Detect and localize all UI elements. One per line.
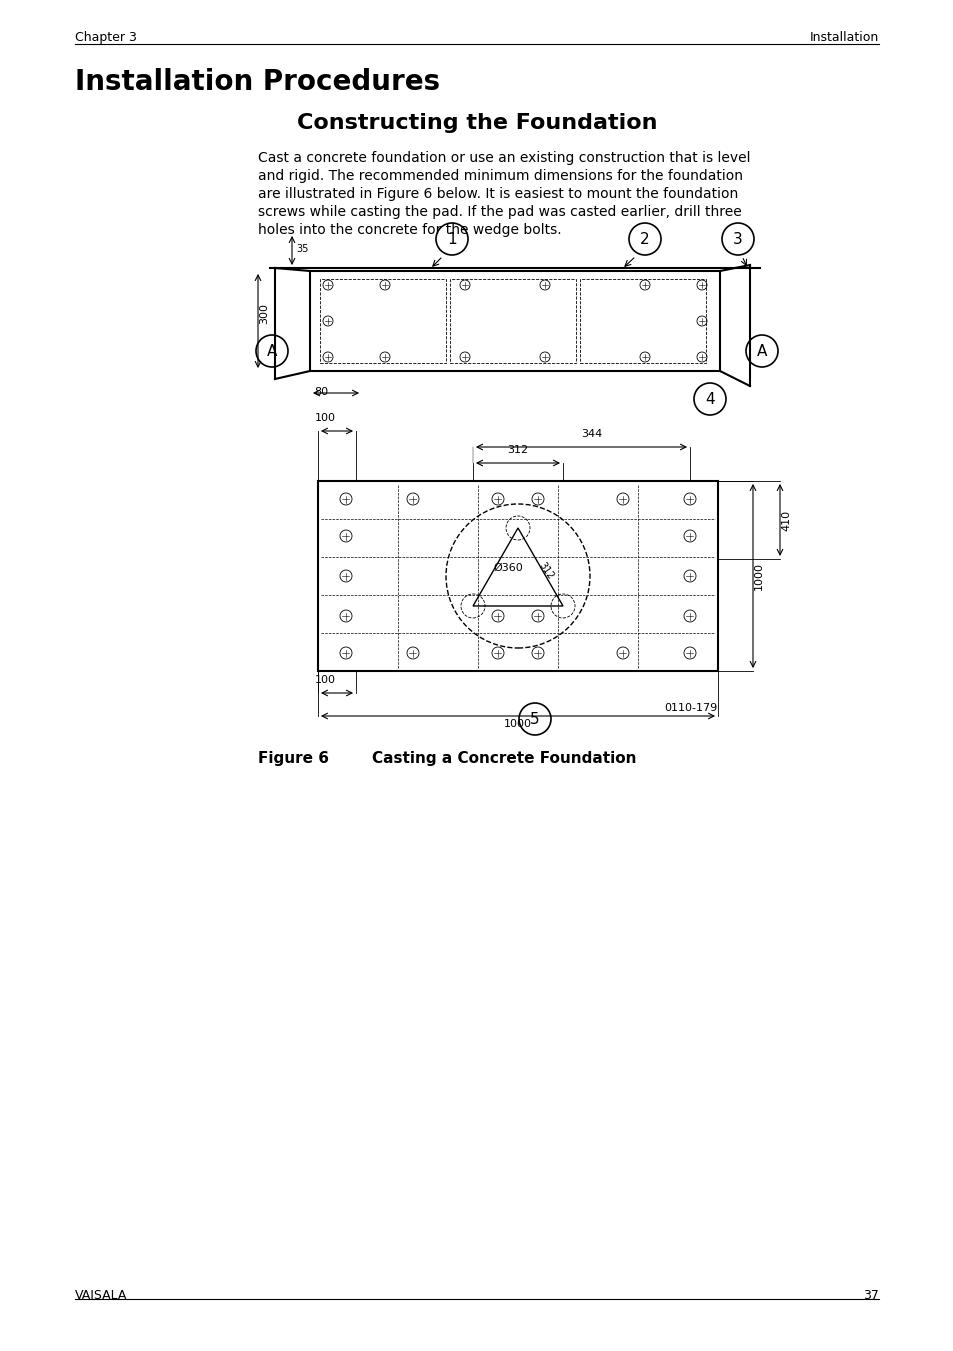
Circle shape <box>721 223 753 255</box>
Text: 410: 410 <box>781 509 790 531</box>
Text: 5: 5 <box>530 712 539 727</box>
Bar <box>579 280 705 363</box>
Text: 35: 35 <box>295 245 308 254</box>
Text: and rigid. The recommended minimum dimensions for the foundation: and rigid. The recommended minimum dimen… <box>257 169 742 182</box>
Text: Installation: Installation <box>809 31 878 45</box>
Text: screws while casting the pad. If the pad was casted earlier, drill three: screws while casting the pad. If the pad… <box>257 205 741 219</box>
Text: Figure 6: Figure 6 <box>257 751 329 766</box>
Text: 3: 3 <box>732 231 742 246</box>
Bar <box>319 280 446 363</box>
Text: 100: 100 <box>314 676 335 685</box>
Text: Cast a concrete foundation or use an existing construction that is level: Cast a concrete foundation or use an exi… <box>257 151 750 165</box>
Text: are illustrated in Figure 6 below. It is easiest to mount the foundation: are illustrated in Figure 6 below. It is… <box>257 186 738 201</box>
Text: VAISALA: VAISALA <box>75 1289 128 1302</box>
Circle shape <box>628 223 660 255</box>
Bar <box>317 481 718 671</box>
Text: Casting a Concrete Foundation: Casting a Concrete Foundation <box>330 751 636 766</box>
Text: A: A <box>756 343 766 358</box>
Text: Constructing the Foundation: Constructing the Foundation <box>296 113 657 132</box>
Text: 300: 300 <box>258 303 269 323</box>
Text: 312: 312 <box>507 444 528 455</box>
Text: 0110-179: 0110-179 <box>664 703 718 713</box>
Text: A: A <box>267 343 277 358</box>
Text: Installation Procedures: Installation Procedures <box>75 68 439 96</box>
Text: 1: 1 <box>447 231 456 246</box>
Bar <box>310 272 720 372</box>
Text: holes into the concrete for the wedge bolts.: holes into the concrete for the wedge bo… <box>257 223 561 236</box>
Circle shape <box>255 335 288 367</box>
Text: 37: 37 <box>862 1289 878 1302</box>
Text: 80: 80 <box>314 386 328 397</box>
Text: Ø360: Ø360 <box>493 563 522 573</box>
Text: 2: 2 <box>639 231 649 246</box>
Text: 312: 312 <box>536 561 555 581</box>
Text: 4: 4 <box>704 392 714 407</box>
Circle shape <box>518 703 551 735</box>
Circle shape <box>693 382 725 415</box>
Text: Chapter 3: Chapter 3 <box>75 31 136 45</box>
Circle shape <box>436 223 468 255</box>
Text: 100: 100 <box>314 413 335 423</box>
Text: 1000: 1000 <box>753 562 763 590</box>
Circle shape <box>745 335 778 367</box>
Text: 1000: 1000 <box>503 719 532 730</box>
Text: 344: 344 <box>580 430 601 439</box>
Bar <box>450 280 576 363</box>
